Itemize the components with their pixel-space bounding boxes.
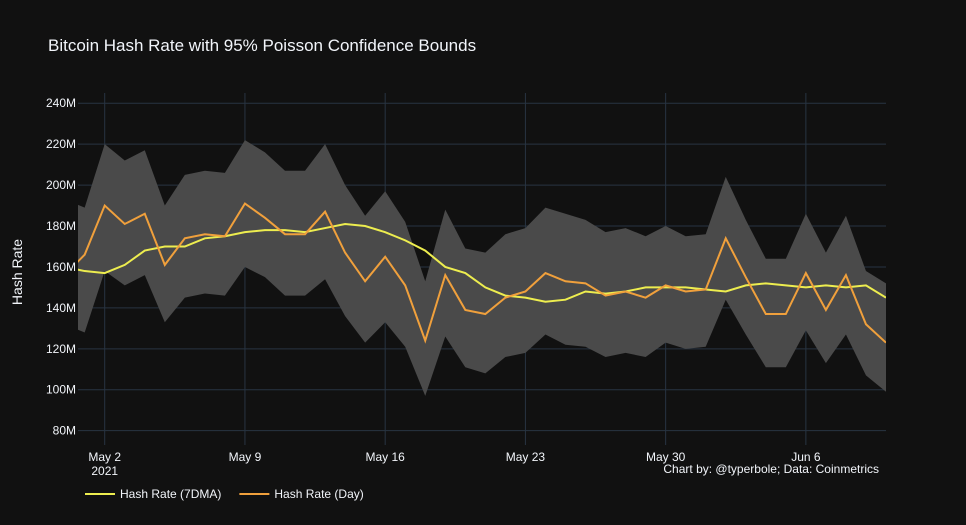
y-tick-label: 100M xyxy=(46,383,76,397)
series-line xyxy=(78,202,886,344)
y-axis-title: Hash Rate xyxy=(9,239,25,305)
annotation: Chart by: @typerbole; Data: Coinmetrics xyxy=(663,462,879,476)
confidence-band xyxy=(78,140,886,396)
y-tick-label: 240M xyxy=(46,96,76,110)
legend-label: Hash Rate (Day) xyxy=(274,487,363,501)
y-tick-label: 140M xyxy=(46,301,76,315)
chart-title: Bitcoin Hash Rate with 95% Poisson Confi… xyxy=(48,36,476,55)
legend-label: Hash Rate (7DMA) xyxy=(120,487,221,501)
x-tick-year: 2021 xyxy=(91,464,118,478)
y-tick-label: 200M xyxy=(46,178,76,192)
y-tick-label: 80M xyxy=(53,424,76,438)
legend: Hash Rate (7DMA) Hash Rate (Day) xyxy=(85,487,364,501)
x-tick-label: May 2 xyxy=(88,450,121,464)
y-tick-label: 160M xyxy=(46,260,76,274)
x-tick-label: May 23 xyxy=(506,450,546,464)
y-tick-label: 180M xyxy=(46,219,76,233)
x-tick-label: May 16 xyxy=(365,450,405,464)
x-tick-label: May 30 xyxy=(646,450,686,464)
y-tick-label: 120M xyxy=(46,342,76,356)
x-tick-label: May 9 xyxy=(229,450,262,464)
x-tick-label: Jun 6 xyxy=(791,450,821,464)
y-tick-label: 220M xyxy=(46,137,76,151)
plot-area xyxy=(78,140,886,396)
